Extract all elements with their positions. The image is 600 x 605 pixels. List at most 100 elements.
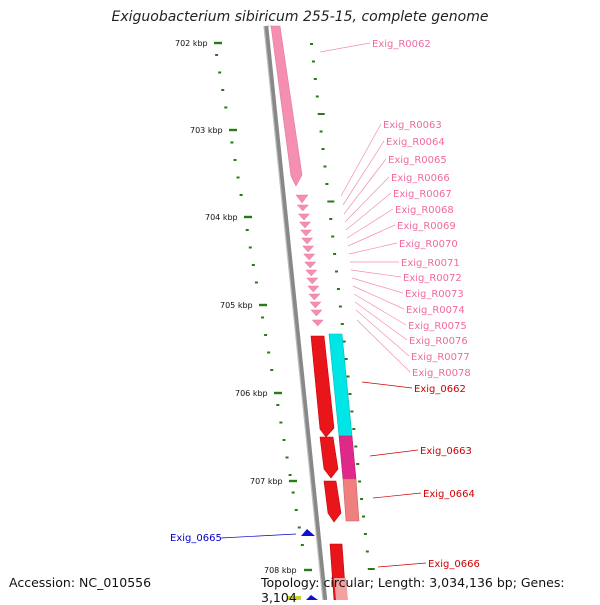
rrna-label[interactable]: Exig_R0077 xyxy=(411,352,470,363)
rrna-label[interactable]: Exig_R0075 xyxy=(408,321,467,332)
gene-exig-0664[interactable] xyxy=(323,480,342,523)
ruler-minor-tick xyxy=(294,509,298,511)
rrna-label[interactable]: Exig_R0065 xyxy=(388,155,447,166)
ruler-right-tick xyxy=(363,533,367,535)
trna-arrow[interactable] xyxy=(299,229,313,237)
trna-arrow[interactable] xyxy=(295,194,309,204)
ruler-right-tick xyxy=(331,235,335,238)
trna-arrow[interactable] xyxy=(302,245,315,253)
ruler-minor-tick xyxy=(297,526,301,529)
rrna-feature-large[interactable] xyxy=(267,25,303,187)
feature-exig-0665[interactable] xyxy=(301,529,315,536)
trna-arrow[interactable] xyxy=(298,221,312,229)
feature-magenta[interactable] xyxy=(338,435,357,480)
ruler-minor-tick xyxy=(233,159,237,161)
ruler-minor-tick xyxy=(230,141,234,144)
trna-arrow[interactable] xyxy=(306,277,319,285)
ruler-label: 702 kbp xyxy=(175,39,208,48)
leader-line xyxy=(356,319,411,373)
leader-line xyxy=(345,192,392,231)
trna-arrow[interactable] xyxy=(303,253,316,261)
trna-arrow[interactable] xyxy=(304,261,317,269)
ruler-right-tick xyxy=(327,200,335,203)
leader-line xyxy=(372,492,422,499)
trna-arrow[interactable] xyxy=(301,237,314,245)
rrna-label[interactable]: Exig_R0078 xyxy=(412,368,471,379)
ruler-label: 703 kbp xyxy=(190,126,223,135)
feature-blue-bottom xyxy=(306,595,318,600)
rrna-label[interactable]: Exig_R0070 xyxy=(399,239,458,250)
gene-label[interactable]: Exig_0662 xyxy=(414,384,466,395)
rrna-label[interactable]: Exig_R0073 xyxy=(405,289,464,300)
ruler-label: 708 kbp xyxy=(264,566,297,575)
ruler-minor-tick xyxy=(215,54,219,56)
ruler-minor-tick xyxy=(288,474,292,476)
ruler-right-tick xyxy=(367,568,375,570)
ruler-minor-tick xyxy=(248,246,252,249)
ruler-minor-tick xyxy=(251,264,255,266)
ruler-right-tick xyxy=(344,358,348,360)
rrna-label[interactable]: Exig_R0071 xyxy=(401,258,460,269)
trna-arrow[interactable] xyxy=(305,269,318,277)
rrna-label[interactable]: Exig_R0063 xyxy=(383,120,442,131)
gene-labels: Exig_0662 Exig_0663 Exig_0664 Exig_0666 xyxy=(414,384,480,570)
gene-label[interactable]: Exig_0663 xyxy=(420,446,472,457)
rrna-label[interactable]: Exig_R0074 xyxy=(406,305,465,316)
trna-arrow[interactable] xyxy=(310,309,323,317)
ruler-right-tick xyxy=(310,43,313,45)
leader-line xyxy=(354,301,408,341)
ruler-major-tick xyxy=(244,215,252,219)
ruler-right-tick xyxy=(333,253,337,255)
rrna-label[interactable]: Exig_R0066 xyxy=(391,173,450,184)
ruler-right-tick xyxy=(348,393,352,395)
rrna-label[interactable]: Exig_R0067 xyxy=(393,189,452,200)
leader-line xyxy=(342,140,385,206)
ruler-right-tick xyxy=(338,305,342,308)
trna-arrow[interactable] xyxy=(309,301,322,309)
ruler-minor-tick xyxy=(221,89,225,91)
trna-arrow[interactable] xyxy=(308,293,321,301)
ruler-minor-tick xyxy=(218,71,222,74)
ruler-labels: 702 kbp 703 kbp 704 kbp 705 kbp 706 kbp 707 k… xyxy=(175,39,297,575)
rrna-label[interactable]: Exig_R0068 xyxy=(395,205,454,216)
ruler-label: 705 kbp xyxy=(220,301,253,310)
gene-exig-0663[interactable] xyxy=(319,436,339,479)
ruler-right-tick xyxy=(315,95,319,98)
ruler-major-tick xyxy=(304,568,312,572)
rrna-labels: Exig_R0062 Exig_R0063 Exig_R0064 Exig_R0065… xyxy=(372,39,471,379)
ruler-right-tick xyxy=(321,148,325,150)
gene-label[interactable]: Exig_0666 xyxy=(428,559,480,570)
gene-exig-0662[interactable] xyxy=(310,335,335,438)
ruler-minor-tick xyxy=(270,369,274,371)
ruler-minor-tick xyxy=(236,176,240,179)
rrna-label[interactable]: Exig_R0069 xyxy=(397,221,456,232)
ruler-label: 704 kbp xyxy=(205,213,238,222)
trna-arrow[interactable] xyxy=(296,204,309,212)
gene-label-exig-0665[interactable]: Exig_0665 xyxy=(170,533,222,544)
trna-features[interactable] xyxy=(295,194,324,327)
leader-line xyxy=(355,309,410,357)
ruler-minor-tick xyxy=(254,281,258,284)
feature-salmon[interactable] xyxy=(342,478,360,522)
genome-backbone xyxy=(263,25,328,600)
label-leader-lines xyxy=(220,42,427,568)
ruler-right-tick xyxy=(329,218,333,220)
rrna-label[interactable]: Exig_R0062 xyxy=(372,39,431,50)
rrna-label[interactable]: Exig_R0072 xyxy=(403,273,462,284)
feature-yellow-bottom xyxy=(287,596,301,600)
ruler-minor-tick xyxy=(291,491,295,494)
trna-arrow[interactable] xyxy=(311,319,324,327)
rrna-label[interactable]: Exig_R0064 xyxy=(386,137,445,148)
gene-label[interactable]: Exig_0664 xyxy=(423,489,475,500)
leader-line xyxy=(340,123,382,197)
ruler-right-tick xyxy=(365,550,369,553)
trna-arrow[interactable] xyxy=(297,213,311,221)
genome-summary-text: Topology: circular; Length: 3,034,136 bp… xyxy=(261,575,565,605)
rrna-label[interactable]: Exig_R0076 xyxy=(409,336,468,347)
genome-backbone-highlight xyxy=(263,25,324,600)
ruler-right-tick xyxy=(319,130,323,133)
ruler-right-tick xyxy=(352,428,356,430)
ruler-ticks-left xyxy=(214,41,312,572)
trna-arrow[interactable] xyxy=(307,285,320,293)
